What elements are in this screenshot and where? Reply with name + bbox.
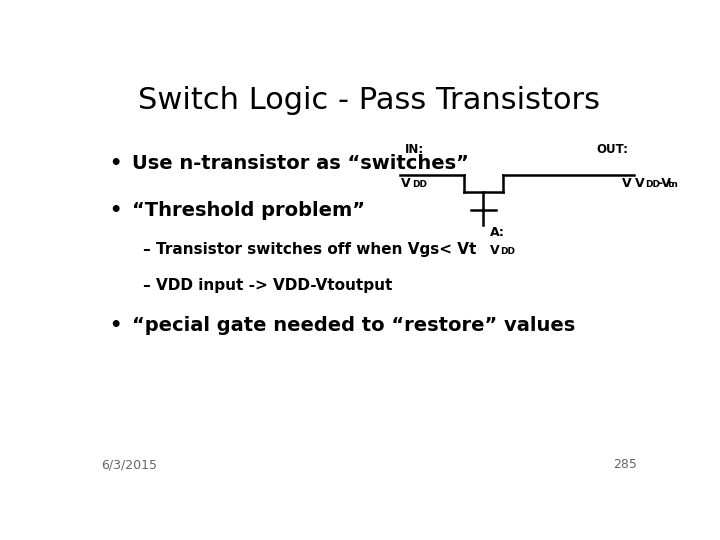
Text: V: V <box>621 177 631 190</box>
Text: 6/3/2015: 6/3/2015 <box>101 458 157 471</box>
Text: tn: tn <box>667 180 678 189</box>
Text: IN:: IN: <box>405 143 425 156</box>
Text: – VDD input -> VDD-Vtoutput: – VDD input -> VDD-Vtoutput <box>143 278 392 293</box>
Text: A:: A: <box>490 226 505 239</box>
Text: DD: DD <box>500 247 515 256</box>
Text: “Threshold problem”: “Threshold problem” <box>132 201 365 220</box>
Text: V: V <box>490 244 500 256</box>
Text: Switch Logic - Pass Transistors: Switch Logic - Pass Transistors <box>138 85 600 114</box>
Text: •: • <box>109 201 122 220</box>
Text: V: V <box>635 177 645 190</box>
Text: OUT:: OUT: <box>596 143 629 156</box>
Text: DD: DD <box>645 180 660 189</box>
Text: •: • <box>109 316 122 335</box>
Text: DD: DD <box>412 180 427 189</box>
Text: •: • <box>109 154 122 173</box>
Text: Use n-transistor as “switches”: Use n-transistor as “switches” <box>132 154 469 173</box>
Text: -V: -V <box>657 177 671 190</box>
Text: 285: 285 <box>613 458 637 471</box>
Text: – Transistor switches off when Vgs< Vt: – Transistor switches off when Vgs< Vt <box>143 242 477 258</box>
Text: “pecial gate needed to “restore” values: “pecial gate needed to “restore” values <box>132 316 575 335</box>
Text: V: V <box>401 177 411 190</box>
